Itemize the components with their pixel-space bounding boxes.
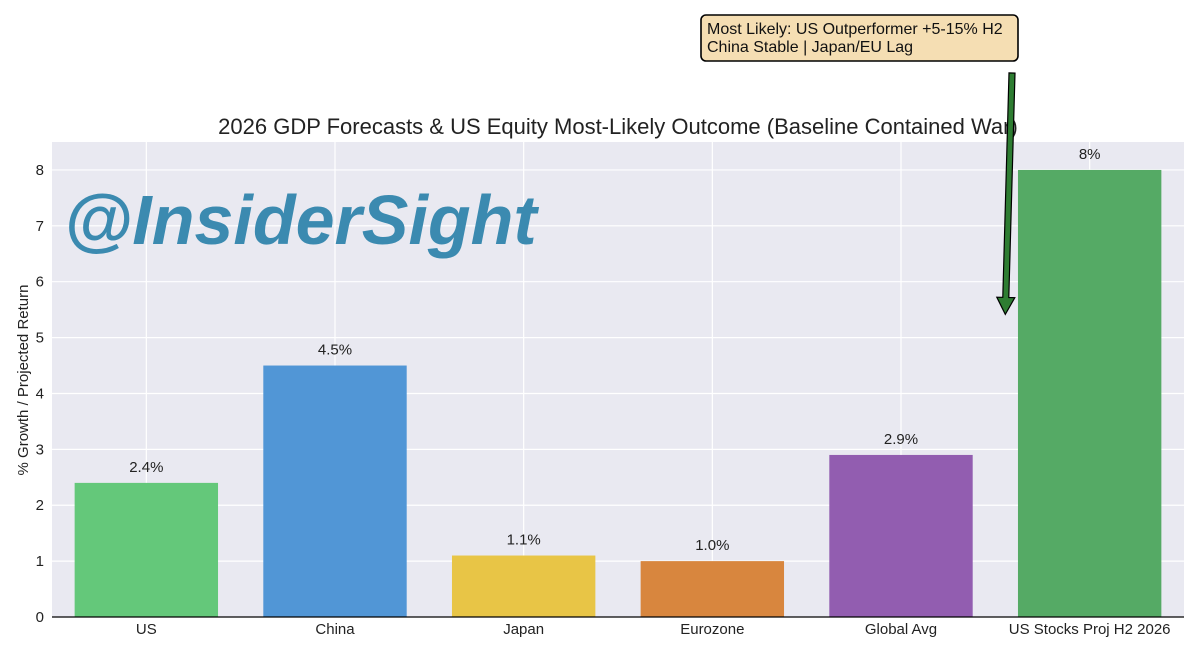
x-tick-label: China bbox=[315, 621, 355, 638]
chart-title: 2026 GDP Forecasts & US Equity Most-Like… bbox=[218, 114, 1018, 139]
data-label: 2.4% bbox=[129, 459, 163, 476]
x-tick-label: Eurozone bbox=[680, 621, 744, 638]
annotation-line-2: China Stable | Japan/EU Lag bbox=[707, 39, 913, 56]
bar bbox=[74, 482, 219, 617]
data-label: 2.9% bbox=[884, 431, 918, 448]
x-tick-label: Japan bbox=[503, 621, 544, 638]
data-label: 1.0% bbox=[695, 537, 729, 554]
annotation: Most Likely: US Outperformer +5-15% H2 C… bbox=[700, 14, 1019, 316]
annotation-line-1: Most Likely: US Outperformer +5-15% H2 bbox=[707, 21, 1003, 38]
y-tick-label: 2 bbox=[36, 497, 44, 514]
y-tick-label: 0 bbox=[36, 609, 44, 626]
y-tick-label: 7 bbox=[36, 218, 44, 235]
x-tick-label: US Stocks Proj H2 2026 bbox=[1009, 621, 1171, 638]
bar bbox=[451, 555, 596, 617]
y-tick-label: 4 bbox=[36, 385, 44, 402]
data-label: 8% bbox=[1079, 146, 1101, 163]
axis-ticks: 0 1 2 3 4 5 6 7 8 US China Japan Eurozone Global Avg U… bbox=[36, 162, 1184, 638]
y-tick-label: 6 bbox=[36, 274, 44, 291]
y-axis-label: % Growth / Projected Return bbox=[15, 285, 32, 476]
bars: 2.4% 4.5% 1.1% 1.0% 2.9% 8% bbox=[74, 146, 1162, 618]
y-tick-label: 3 bbox=[36, 441, 44, 458]
watermark: @InsiderSight bbox=[64, 181, 539, 259]
y-tick-label: 8 bbox=[36, 162, 44, 179]
bar bbox=[1017, 169, 1162, 618]
watermark-text: @InsiderSight bbox=[64, 181, 539, 259]
plot-area bbox=[52, 142, 1184, 617]
y-tick-label: 1 bbox=[36, 553, 44, 570]
data-label: 4.5% bbox=[318, 342, 352, 359]
x-tick-label: Global Avg bbox=[865, 621, 937, 638]
bar bbox=[829, 454, 973, 617]
annotation-box bbox=[700, 14, 1019, 62]
bar bbox=[263, 365, 407, 617]
annotation-arrow bbox=[995, 72, 1016, 316]
bar bbox=[640, 561, 785, 617]
x-tick-label: US bbox=[136, 621, 157, 638]
data-label: 1.1% bbox=[507, 532, 541, 549]
y-tick-label: 5 bbox=[36, 330, 44, 347]
